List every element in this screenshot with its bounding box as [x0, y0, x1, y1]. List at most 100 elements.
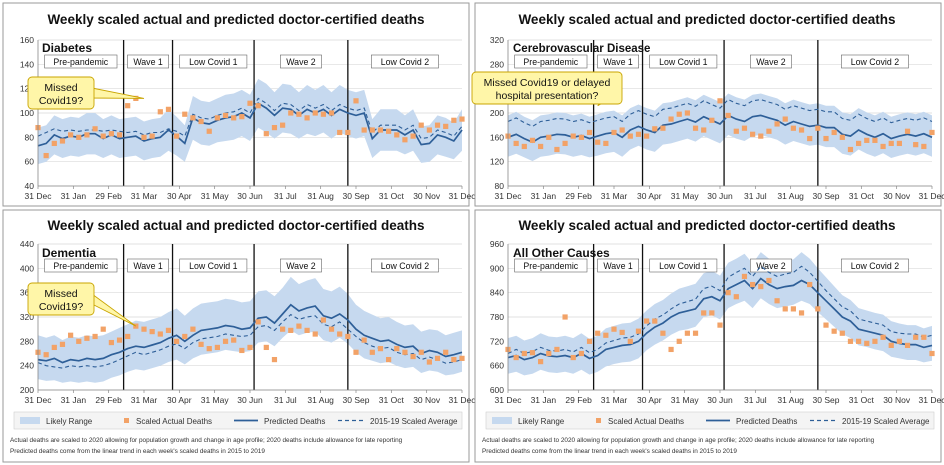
- period-label: Pre-pandemic: [523, 261, 578, 271]
- x-tick-label: 31 Dec: [25, 395, 53, 405]
- actual-point: [913, 142, 919, 148]
- x-tick-label: 30 Sep: [813, 395, 840, 405]
- actual-point: [692, 125, 699, 131]
- x-tick-label: 30 Sep: [343, 191, 370, 201]
- y-tick-label: 160: [20, 35, 34, 45]
- actual-point: [222, 112, 229, 119]
- actual-point: [337, 331, 343, 337]
- x-tick-label: 31 Dec: [919, 395, 944, 405]
- actual-point: [231, 337, 237, 343]
- actual-point: [725, 112, 731, 119]
- average-line: [507, 98, 933, 128]
- actual-point: [312, 331, 318, 337]
- x-tick-label: 29 Feb: [95, 191, 122, 201]
- actual-point: [872, 137, 878, 143]
- actual-point: [619, 127, 625, 133]
- x-tick-label: 30 Jun: [237, 191, 263, 201]
- actual-point: [51, 140, 57, 147]
- actual-point: [222, 338, 229, 344]
- actual-point: [578, 350, 584, 357]
- x-tick-label: 31 Jul: [744, 395, 767, 405]
- actual-point: [684, 110, 690, 116]
- actual-point: [929, 129, 935, 136]
- actual-point: [320, 317, 326, 323]
- actual-point: [668, 116, 674, 122]
- period-label: Wave 1: [133, 261, 163, 271]
- period-label: Low Covid 2: [851, 57, 900, 67]
- actual-point: [247, 100, 253, 106]
- chart-subtitle: Dementia: [42, 246, 96, 260]
- actual-point: [141, 134, 147, 140]
- actual-point: [182, 111, 188, 117]
- actual-point: [856, 140, 862, 147]
- actual-point: [394, 132, 400, 138]
- actual-point: [660, 125, 666, 131]
- period-label-box: [841, 258, 909, 273]
- actual-point: [239, 114, 245, 120]
- actual-point: [758, 283, 764, 290]
- actual-point: [125, 103, 131, 109]
- actual-point: [410, 133, 416, 139]
- actual-point: [798, 127, 805, 133]
- x-tick-label: 31 Oct: [849, 395, 875, 405]
- actual-point: [263, 131, 269, 137]
- actual-point: [231, 115, 237, 121]
- x-tick-label: 31 Dec: [495, 395, 523, 405]
- actual-point: [521, 350, 527, 357]
- x-tick-label: 31 Jan: [531, 191, 557, 201]
- predicted-line: [37, 303, 463, 364]
- actual-point: [864, 137, 870, 143]
- actual-point: [619, 329, 625, 336]
- y-tick-label: 400: [20, 263, 34, 273]
- actual-point: [741, 125, 748, 131]
- actual-point: [766, 128, 772, 134]
- legend-likely-range: Likely Range: [46, 417, 93, 426]
- actual-point: [206, 128, 212, 134]
- actual-point: [880, 334, 886, 340]
- actual-point: [182, 333, 188, 340]
- actual-point: [459, 116, 465, 122]
- x-tick-label: 30 Jun: [237, 395, 263, 405]
- chart-title: Weekly scaled actual and predicted docto…: [47, 12, 424, 27]
- actual-point: [451, 356, 457, 363]
- actual-point: [864, 340, 870, 346]
- actual-point: [418, 122, 424, 128]
- actual-point: [831, 129, 837, 136]
- actual-point: [280, 122, 286, 128]
- actual-point: [790, 125, 796, 131]
- actual-point: [198, 118, 204, 125]
- actual-point: [790, 306, 796, 312]
- actual-point: [644, 318, 650, 324]
- actual-point: [377, 346, 384, 352]
- actual-point: [345, 129, 351, 136]
- actual-point: [725, 290, 731, 296]
- callout-box: [27, 76, 95, 110]
- actual-point: [353, 98, 359, 104]
- actual-point: [546, 134, 552, 140]
- period-label: Wave 1: [603, 57, 633, 67]
- legend-actual-swatch: [124, 418, 129, 423]
- period-label-box: [514, 258, 588, 273]
- actual-point: [921, 143, 927, 150]
- actual-point: [116, 337, 123, 343]
- actual-point: [361, 127, 367, 133]
- x-tick-label: 30 Jun: [707, 395, 733, 405]
- actual-point: [198, 341, 204, 347]
- actual-point: [402, 137, 408, 143]
- callout-text: Missed: [44, 288, 77, 300]
- actual-point: [271, 125, 278, 131]
- y-tick-label: 600: [490, 385, 504, 395]
- actual-point: [529, 350, 536, 356]
- actual-point: [394, 346, 400, 352]
- x-tick-label: 31 Oct: [379, 395, 405, 405]
- actual-point: [733, 294, 739, 300]
- callout-text: Covid19?: [39, 301, 84, 313]
- actual-point: [280, 326, 286, 332]
- period-label-box: [280, 54, 322, 69]
- legend-average: 2015-19 Scaled Average: [842, 417, 930, 426]
- y-tick-label: 60: [25, 157, 35, 167]
- x-tick-label: 30 Nov: [413, 191, 441, 201]
- actual-point: [51, 344, 57, 351]
- actual-point: [312, 110, 318, 116]
- actual-point: [644, 133, 650, 139]
